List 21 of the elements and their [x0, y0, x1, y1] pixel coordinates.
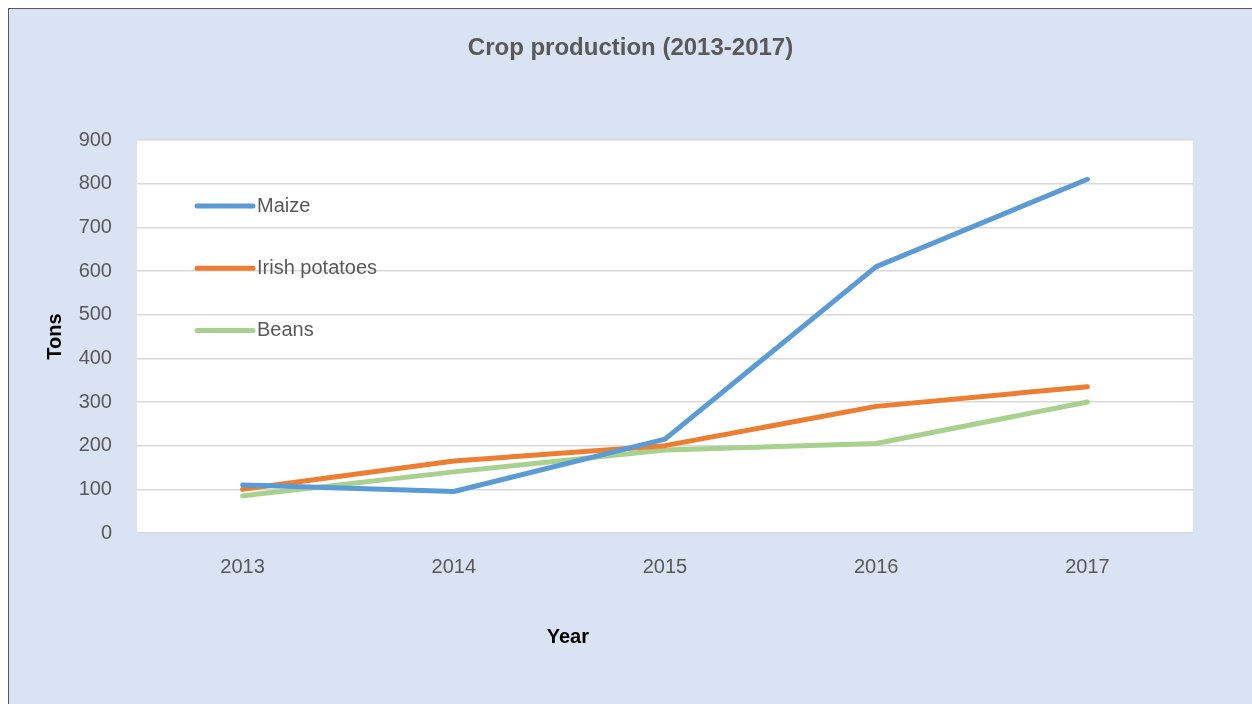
y-tick-label: 900 [78, 127, 112, 150]
y-tick-label: 200 [78, 433, 112, 456]
x-axis-title: Year [546, 624, 590, 647]
chart-title: Crop production (2013-2017) [467, 32, 794, 60]
y-axis-title: Tons [42, 313, 65, 360]
legend-label: Maize [257, 193, 311, 216]
legend-label: Beans [257, 318, 314, 341]
y-tick-label: 800 [78, 171, 112, 194]
x-tick-label: 2015 [642, 554, 688, 577]
y-tick-label: 600 [78, 258, 112, 281]
x-tick-label: 2013 [220, 554, 265, 577]
x-tick-label: 2016 [853, 554, 899, 577]
y-tick-label: 300 [78, 389, 112, 412]
y-tick-label: 100 [78, 476, 112, 499]
y-tick-label: 700 [78, 214, 112, 237]
x-tick-label: 2014 [431, 554, 477, 577]
y-tick-label: 400 [78, 345, 112, 368]
y-tick-label: 0 [100, 520, 112, 543]
legend-label: Irish potatoes [257, 255, 378, 278]
x-tick-label: 2017 [1065, 554, 1110, 577]
y-tick-label: 500 [78, 302, 112, 325]
